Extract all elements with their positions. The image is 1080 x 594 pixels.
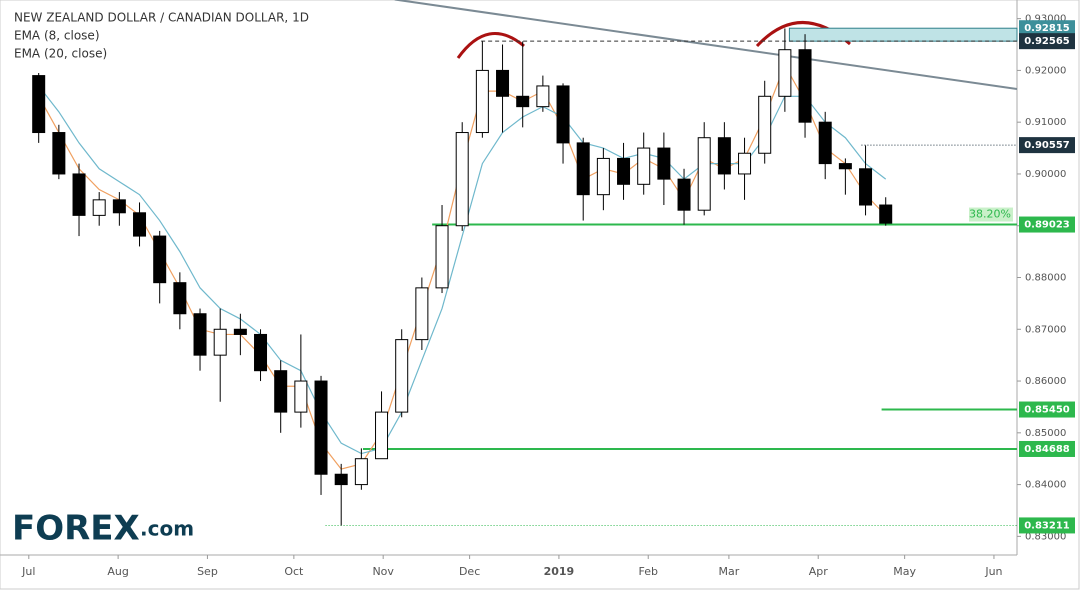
- price-label: 0.83211: [1024, 520, 1070, 531]
- candle-body: [112, 199, 126, 214]
- candle-body: [52, 132, 66, 175]
- candle-body: [576, 142, 590, 196]
- candle-body: [859, 168, 873, 206]
- price-label: 0.84688: [1024, 444, 1070, 455]
- candle-body: [475, 69, 489, 134]
- candle-body: [32, 75, 46, 134]
- y-tick-label: 0.85000: [1025, 428, 1066, 439]
- candle-body: [375, 411, 389, 460]
- candle-body: [677, 178, 691, 211]
- price-label: 0.89023: [1024, 220, 1070, 231]
- price-label-box: [1019, 440, 1075, 457]
- y-tick-label: 0.86000: [1025, 376, 1066, 387]
- y-tick-label: 0.91000: [1025, 117, 1066, 128]
- candle-body: [173, 282, 187, 315]
- candle-body: [536, 85, 550, 108]
- x-tick-label: Sep: [197, 565, 218, 578]
- y-tick-label: 0.93000: [1025, 14, 1066, 25]
- candle-body: [213, 328, 227, 356]
- x-tick-label: Oct: [284, 565, 304, 578]
- candle-body: [838, 163, 852, 170]
- candle-body: [617, 157, 631, 185]
- candle-body: [758, 95, 772, 154]
- logo-brand: FOREX: [12, 509, 140, 549]
- logo: FOREX .com: [12, 509, 194, 549]
- price-label-box: [1019, 216, 1075, 233]
- y-tick-label: 0.92000: [1025, 65, 1066, 76]
- x-tick-label: Mar: [719, 565, 740, 578]
- candle-body: [153, 235, 167, 284]
- level-zone: [788, 27, 1018, 42]
- x-tick-label: Jun: [984, 565, 1002, 578]
- annotation-box: [969, 207, 1013, 222]
- price-label-box: [1019, 137, 1075, 154]
- x-tick-label: Apr: [809, 565, 829, 578]
- x-tick-label: Dec: [459, 565, 480, 578]
- candle-body: [516, 95, 530, 108]
- trendline: [394, 0, 1018, 91]
- candle-body: [233, 328, 247, 335]
- y-tick-label: 0.88000: [1025, 273, 1066, 284]
- logo-suffix: .com: [140, 517, 194, 541]
- candle-body: [637, 147, 651, 185]
- price-label: 0.92565: [1024, 36, 1070, 47]
- candle-body: [596, 157, 610, 196]
- price-label-box: [1019, 517, 1075, 534]
- price-label: 0.90557: [1024, 140, 1070, 151]
- candle-body: [879, 204, 893, 224]
- x-tick-label: Aug: [107, 565, 128, 578]
- candle-body: [294, 380, 308, 413]
- indicator-label: EMA (20, close): [14, 47, 107, 61]
- candle-body: [455, 132, 469, 227]
- price-label: 0.85450: [1024, 405, 1070, 416]
- candle-body: [395, 339, 409, 413]
- y-tick-label: 0.83000: [1025, 531, 1066, 542]
- candle-body: [778, 49, 792, 97]
- y-tick-label: 0.84000: [1025, 480, 1066, 491]
- x-tick-label: May: [893, 565, 916, 578]
- price-label: 0.92815: [1024, 23, 1070, 34]
- candle-body: [415, 287, 429, 341]
- candle-body: [798, 49, 812, 123]
- candle-body: [193, 313, 207, 356]
- price-label-box: [1019, 33, 1075, 50]
- candle-body: [818, 121, 832, 165]
- candle-body: [738, 152, 752, 175]
- candle-body: [657, 147, 671, 180]
- y-tick-label: 0.87000: [1025, 324, 1066, 335]
- candle-body: [435, 225, 449, 289]
- price-label-box: [1019, 401, 1075, 418]
- y-tick-label: 0.90000: [1025, 169, 1066, 180]
- candle-body: [496, 69, 510, 97]
- price-label-box: [1019, 20, 1075, 37]
- x-tick-label: 2019: [544, 565, 575, 578]
- x-tick-label: Jul: [21, 565, 35, 578]
- candle-body: [354, 458, 368, 486]
- candle-body: [133, 212, 147, 237]
- candle-body: [314, 380, 328, 475]
- candle-body: [717, 137, 731, 175]
- indicator-label: EMA (8, close): [14, 29, 100, 43]
- candle-body: [72, 173, 86, 216]
- level-annotation: 38.20%: [969, 208, 1011, 221]
- candle-body: [254, 333, 268, 372]
- candle-body: [334, 473, 348, 486]
- candle-body: [697, 137, 711, 211]
- chart-title: NEW ZEALAND DOLLAR / CANADIAN DOLLAR, 1D: [14, 11, 309, 25]
- x-tick-label: Nov: [372, 565, 394, 578]
- candle-body: [274, 370, 288, 413]
- candle-body: [556, 85, 570, 144]
- candle-body: [92, 199, 106, 216]
- x-tick-label: Feb: [638, 565, 657, 578]
